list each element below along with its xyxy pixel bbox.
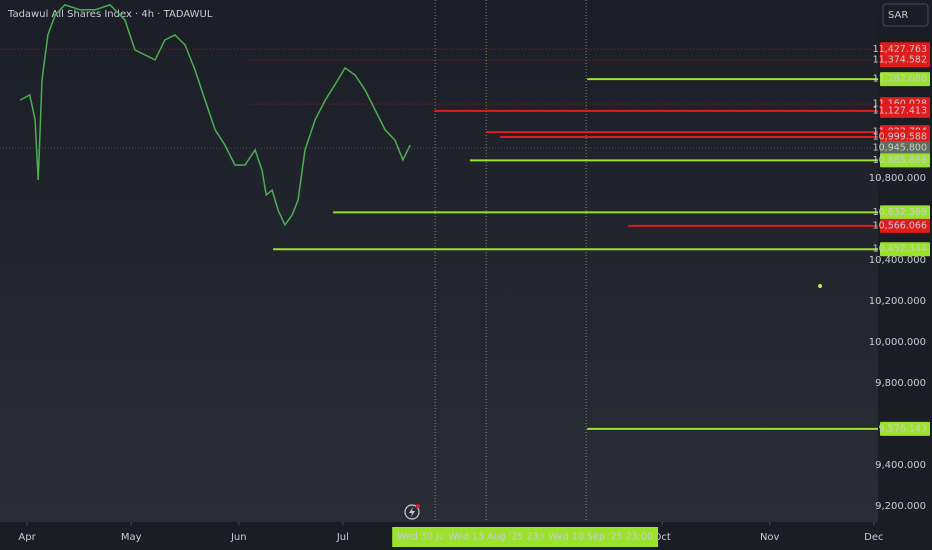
y-tick-label: 10,200.000 bbox=[869, 296, 926, 307]
level-label-bg bbox=[880, 103, 930, 118]
level-label-bg bbox=[880, 242, 930, 257]
x-tick-label: Dec bbox=[864, 532, 883, 543]
level-label-bg bbox=[880, 42, 930, 57]
level-label: 11,427.763 bbox=[873, 44, 927, 55]
level-label: 10,566.066 bbox=[873, 220, 927, 231]
level-label: 9,576.143 bbox=[879, 423, 927, 434]
level-label: 10,632.369 bbox=[873, 207, 927, 218]
level-label-bg bbox=[880, 421, 930, 436]
level-label: 10,885.866 bbox=[873, 155, 927, 166]
price-line bbox=[19, 4, 411, 227]
date-marker-bg bbox=[543, 527, 659, 547]
level-label-bg bbox=[880, 130, 930, 145]
chart-title: Tadawul All Shares Index · 4h · TADAWUL bbox=[7, 9, 213, 20]
currency[interactable]: SAR bbox=[888, 10, 908, 21]
y-tick-label: 10,400.000 bbox=[869, 255, 926, 266]
price-axis bbox=[878, 0, 932, 550]
level-label-bg bbox=[880, 72, 930, 87]
x-tick-label: Nov bbox=[760, 532, 780, 543]
level-label-bg bbox=[880, 218, 930, 233]
y-tick-label: 9,200.000 bbox=[875, 501, 926, 512]
x-tick-label: May bbox=[121, 532, 142, 543]
date-marker-bg bbox=[443, 527, 559, 547]
date-marker-label: Wed 10 Sep '25 23:00 bbox=[548, 532, 653, 543]
level-label: 11,374.582 bbox=[873, 55, 927, 66]
x-tick-label: Jun bbox=[230, 532, 247, 543]
level-label: 10,999.588 bbox=[873, 132, 927, 143]
plot-background bbox=[0, 0, 878, 522]
currency-button[interactable] bbox=[882, 3, 929, 27]
level-label-bg bbox=[880, 53, 930, 68]
y-tick-label: 9,400.000 bbox=[875, 460, 926, 471]
date-marker-label: Wed 13 Aug '25 23:00 bbox=[448, 532, 554, 543]
level-label-bg bbox=[880, 205, 930, 220]
level-label-bg bbox=[880, 141, 930, 156]
level-label-bg bbox=[880, 153, 930, 168]
level-label: 11,127.413 bbox=[873, 105, 927, 116]
x-tick-label: Jul bbox=[336, 532, 349, 543]
y-tick-label: 10,000.000 bbox=[869, 337, 926, 348]
y-tick-label: 9,800.000 bbox=[875, 378, 926, 389]
x-tick-label: Oct bbox=[653, 532, 670, 543]
level-label: 10,945.800 bbox=[873, 143, 927, 154]
level-label: 10,452.344 bbox=[873, 244, 927, 255]
level-label: 11,282.088 bbox=[873, 74, 927, 85]
x-tick-label: Apr bbox=[18, 532, 36, 543]
date-marker-label: Wed 30 Jul '25 bbox=[397, 532, 465, 543]
y-tick-label: 10,800.000 bbox=[869, 173, 926, 184]
point bbox=[818, 284, 823, 289]
alert-icon[interactable] bbox=[404, 504, 420, 520]
